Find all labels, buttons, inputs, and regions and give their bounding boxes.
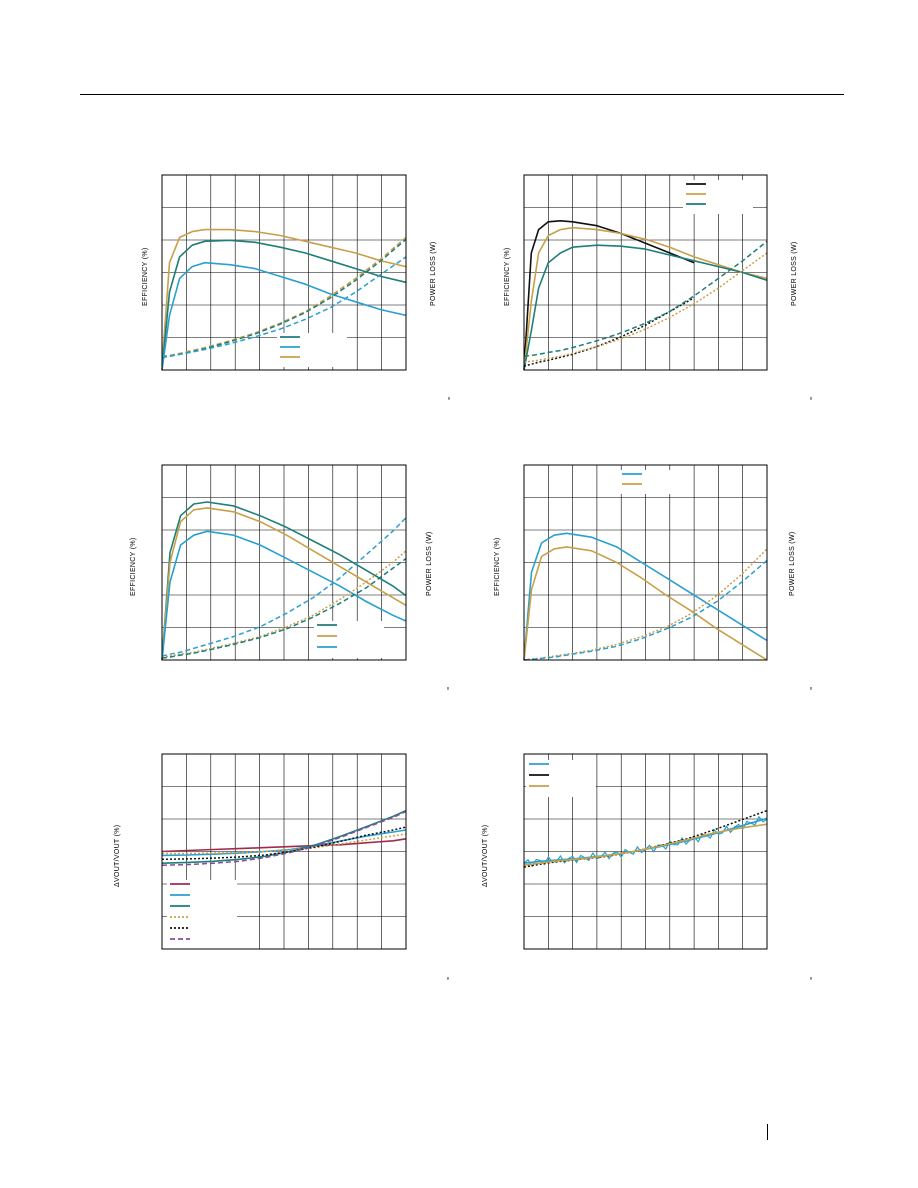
y-axis-label-left-5: ΔVOUT/VOUT (%) <box>114 824 121 887</box>
chart-panel-3 <box>161 464 407 661</box>
series-line-2 <box>161 239 407 371</box>
figure-code-1: ≈ <box>447 396 453 400</box>
legend-background <box>277 333 347 367</box>
series-line-3 <box>523 244 768 371</box>
series-line-2 <box>523 226 768 371</box>
series-line-4 <box>523 559 768 661</box>
figure-code-2: ≈ <box>809 396 815 400</box>
y-axis-label-left-2: EFFICIENCY (%) <box>504 247 511 306</box>
figure-code-5: ≈ <box>446 976 452 980</box>
plot-frame <box>523 174 768 371</box>
chart-panel-6 <box>523 753 768 950</box>
y-axis-label-right-2: POWER LOSS (W) <box>791 241 798 306</box>
chart-plot-1 <box>161 174 407 371</box>
header-rule <box>80 94 844 95</box>
series-line-5 <box>161 826 407 861</box>
grid-lines <box>162 465 406 660</box>
series-line-4 <box>161 517 407 657</box>
chart-plot-5 <box>161 753 407 950</box>
chart-panel-2 <box>523 174 768 371</box>
series-line-6 <box>161 557 407 659</box>
plot-frame <box>161 464 407 661</box>
series-line-5 <box>161 550 407 658</box>
grid-lines <box>524 465 767 660</box>
figure-code-3: ≈ <box>446 686 452 690</box>
figure-code-4: ≈ <box>809 686 815 690</box>
series-line-6 <box>161 810 407 866</box>
series-line-1 <box>161 228 407 367</box>
plot-frame <box>523 753 768 950</box>
y-axis-label-right-4: POWER LOSS (W) <box>789 531 796 596</box>
chart-panel-1 <box>161 174 407 371</box>
series-line-1 <box>161 838 407 853</box>
series-line-1 <box>523 220 695 371</box>
series-line-6 <box>161 256 407 358</box>
series-line-3 <box>161 530 407 661</box>
y-axis-label-right-3: POWER LOSS (W) <box>426 531 433 596</box>
series-line-3 <box>523 823 768 866</box>
chart-plot-4 <box>523 464 768 661</box>
legend-background <box>167 880 237 950</box>
series-line-6 <box>523 240 768 358</box>
series-line-4 <box>162 833 407 855</box>
chart-panel-5 <box>161 753 407 950</box>
chart-plot-3 <box>161 464 407 661</box>
series-line-1 <box>161 501 407 661</box>
figure-code-6: ≈ <box>809 976 815 980</box>
y-axis-label-left-3: EFFICIENCY (%) <box>130 537 137 596</box>
series-line-2 <box>523 546 768 661</box>
legend-background <box>683 180 753 214</box>
y-axis-label-left-6: ΔVOUT/VOUT (%) <box>482 824 489 887</box>
y-axis-label-left-4: EFFICIENCY (%) <box>494 537 501 596</box>
series-line-4 <box>523 297 695 367</box>
y-axis-label-left-1: EFFICIENCY (%) <box>142 247 149 306</box>
series-line-3 <box>161 261 407 371</box>
chart-plot-2 <box>523 174 768 371</box>
series-line-2 <box>523 809 768 868</box>
footer-bar <box>767 1124 768 1140</box>
plot-frame <box>161 753 407 950</box>
chart-plot-6 <box>523 753 768 950</box>
plot-frame <box>161 174 407 371</box>
series-line-1 <box>523 532 768 661</box>
legend-background <box>314 621 384 658</box>
y-axis-label-right-1: POWER LOSS (W) <box>430 241 437 306</box>
series-line-4 <box>161 236 407 358</box>
legend-background <box>526 760 596 797</box>
chart-panel-4 <box>523 464 768 661</box>
plot-frame <box>523 464 768 661</box>
series-line-5 <box>523 252 768 363</box>
